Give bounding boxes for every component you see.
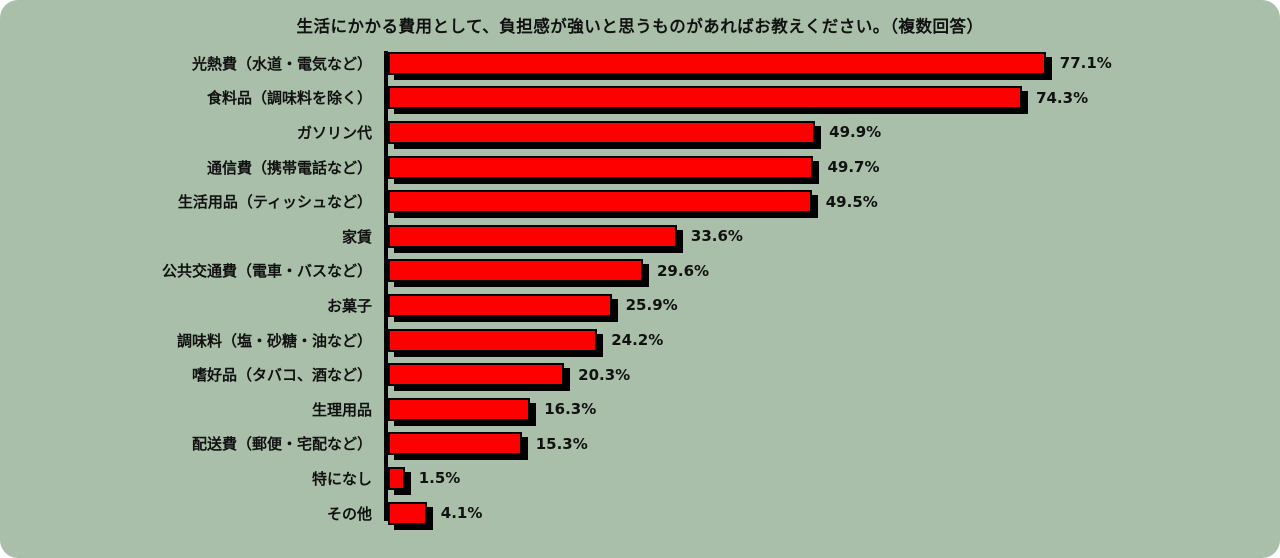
value-label: 74.3% bbox=[1036, 88, 1089, 107]
bar-row: 家賃 33.6% bbox=[0, 219, 1280, 254]
bar-row: 調味料（塩・砂糖・油など） 24.2% bbox=[0, 323, 1280, 358]
bar-row: 光熱費（水道・電気など） 77.1% bbox=[0, 46, 1280, 81]
bar bbox=[388, 120, 816, 144]
bar bbox=[388, 501, 427, 525]
bar-track: 49.9% bbox=[388, 120, 882, 144]
value-label: 24.2% bbox=[611, 331, 664, 350]
value-label: 15.3% bbox=[535, 434, 588, 453]
bar bbox=[388, 466, 405, 490]
bar-row: 生理用品 16.3% bbox=[0, 392, 1280, 427]
bar bbox=[388, 224, 677, 248]
bar-row: 特になし 1.5% bbox=[0, 461, 1280, 496]
bar-row: 公共交通費（電車・バスなど） 29.6% bbox=[0, 254, 1280, 289]
bar-track: 49.7% bbox=[388, 155, 880, 179]
chart-title: 生活にかかる費用として、負担感が強いと思うものがあればお教えください。（複数回答… bbox=[296, 17, 984, 36]
bar bbox=[388, 432, 522, 456]
bar-track: 20.3% bbox=[388, 363, 631, 387]
bar-row: 通信費（携帯電話など） 49.7% bbox=[0, 150, 1280, 185]
bar-row: 配送費（郵便・宅配など） 15.3% bbox=[0, 427, 1280, 462]
bar bbox=[388, 363, 565, 387]
bar-track: 24.2% bbox=[388, 328, 664, 352]
value-label: 1.5% bbox=[418, 469, 461, 488]
category-label: 特になし bbox=[311, 469, 372, 488]
bar-track: 33.6% bbox=[388, 224, 743, 248]
bar-track: 29.6% bbox=[388, 259, 710, 283]
category-label: 嗜好品（タバコ、酒など） bbox=[191, 366, 372, 385]
bar bbox=[388, 397, 531, 421]
value-label: 25.9% bbox=[625, 296, 678, 315]
category-label: その他 bbox=[326, 504, 372, 523]
bar-track: 49.5% bbox=[388, 190, 878, 214]
plot-area: 光熱費（水道・電気など） 77.1% 食料品（調味料を除く） 74.3% ガソリン代 49… bbox=[0, 46, 1280, 530]
bar-track: 25.9% bbox=[388, 293, 678, 317]
value-label: 49.7% bbox=[827, 158, 880, 177]
category-label: 生活用品（ティッシュなど） bbox=[177, 193, 372, 212]
bar-row: お菓子 25.9% bbox=[0, 288, 1280, 323]
category-label: 家賃 bbox=[341, 227, 372, 246]
category-label: 光熱費（水道・電気など） bbox=[191, 54, 372, 73]
bar-row: その他 4.1% bbox=[0, 496, 1280, 531]
bar-track: 1.5% bbox=[388, 466, 461, 490]
value-label: 29.6% bbox=[657, 261, 710, 280]
bar-track: 74.3% bbox=[388, 86, 1089, 110]
value-label: 77.1% bbox=[1059, 54, 1112, 73]
bar bbox=[388, 51, 1046, 75]
bar bbox=[388, 328, 598, 352]
bar-track: 77.1% bbox=[388, 51, 1112, 75]
value-label: 4.1% bbox=[440, 504, 483, 523]
bar bbox=[388, 259, 643, 283]
bar-row: ガソリン代 49.9% bbox=[0, 115, 1280, 150]
bar-track: 4.1% bbox=[388, 501, 483, 525]
bar-row: 食料品（調味料を除く） 74.3% bbox=[0, 81, 1280, 116]
value-label: 49.5% bbox=[825, 192, 878, 211]
category-label: 調味料（塩・砂糖・油など） bbox=[176, 331, 372, 350]
category-label: 食料品（調味料を除く） bbox=[206, 89, 372, 108]
value-label: 33.6% bbox=[690, 227, 743, 246]
category-label: 公共交通費（電車・バスなど） bbox=[161, 262, 372, 281]
bar-track: 15.3% bbox=[388, 432, 588, 456]
value-label: 16.3% bbox=[544, 400, 597, 419]
bar bbox=[388, 293, 612, 317]
category-label: 生理用品 bbox=[311, 400, 372, 419]
bar-row: 嗜好品（タバコ、酒など） 20.3% bbox=[0, 357, 1280, 392]
bar-row: 生活用品（ティッシュなど） 49.5% bbox=[0, 184, 1280, 219]
y-axis-line bbox=[384, 51, 388, 522]
category-label: 配送費（郵便・宅配など） bbox=[191, 435, 372, 454]
bar bbox=[388, 86, 1023, 110]
category-label: お菓子 bbox=[326, 296, 372, 315]
bar bbox=[388, 155, 814, 179]
value-label: 49.9% bbox=[829, 123, 882, 142]
value-label: 20.3% bbox=[578, 365, 631, 384]
category-label: ガソリン代 bbox=[296, 123, 372, 142]
bar-track: 16.3% bbox=[388, 397, 597, 421]
category-label: 通信費（携帯電話など） bbox=[206, 158, 372, 177]
bar bbox=[388, 190, 812, 214]
